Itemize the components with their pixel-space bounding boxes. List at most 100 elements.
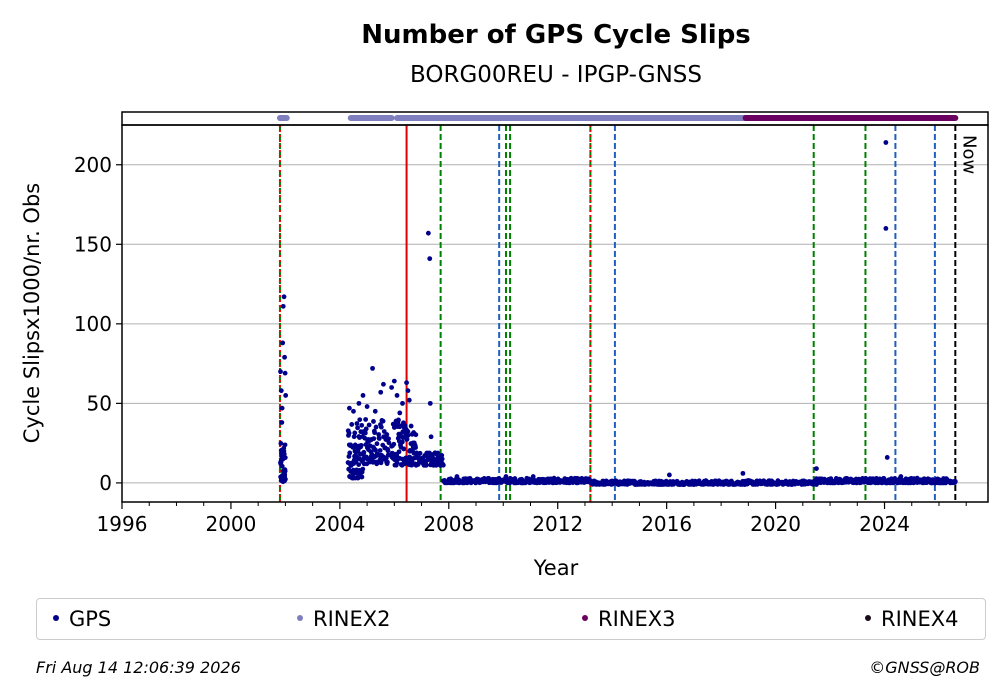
- gps-point: [363, 417, 369, 422]
- gps-point: [279, 405, 285, 411]
- gps-point: [396, 449, 402, 455]
- gps-point: [740, 470, 746, 476]
- y-tick-label: 50: [87, 391, 112, 415]
- legend-item-rinex3[interactable]: RINEX3: [582, 607, 676, 631]
- gps-point: [384, 432, 390, 437]
- gps-point: [385, 459, 390, 465]
- gps-point: [361, 449, 367, 455]
- gps-point: [385, 448, 391, 454]
- gps-point: [440, 462, 446, 468]
- gps-point: [370, 365, 375, 371]
- gps-point: [282, 476, 288, 482]
- gps-point: [403, 455, 409, 461]
- gps-point: [349, 422, 355, 427]
- gps-point: [428, 434, 434, 440]
- chart-title: Number of GPS Cycle Slips: [361, 20, 751, 50]
- gps-point: [359, 474, 365, 480]
- legend-label-rinex3: RINEX3: [598, 607, 676, 631]
- gps-point: [394, 460, 400, 466]
- x-tick-label: 2000: [205, 512, 256, 536]
- legend-label-rinex2: RINEX2: [313, 607, 391, 631]
- gps-point: [427, 256, 433, 262]
- gps-point: [360, 466, 366, 472]
- footer-timestamp: Fri Aug 14 12:06:39 2026: [36, 658, 241, 677]
- gps-point: [884, 455, 890, 460]
- chart-canvas: Number of GPS Cycle Slips BORG00REU - IP…: [20, 20, 989, 580]
- plot-frame: [121, 124, 989, 503]
- gps-point: [282, 442, 288, 448]
- gps-point: [898, 474, 904, 479]
- legend-marker-rinex2: [297, 615, 303, 621]
- gps-point: [381, 381, 386, 387]
- x-tick-label: 1996: [97, 512, 148, 536]
- gps-point: [371, 419, 376, 424]
- gps-point: [372, 430, 378, 436]
- gps-point: [346, 430, 352, 436]
- gps-point: [362, 430, 368, 436]
- gps-point: [352, 430, 358, 436]
- gps-point: [360, 393, 366, 398]
- gps-point: [371, 436, 377, 442]
- gps-point: [530, 474, 536, 479]
- legend-item-rinex4[interactable]: RINEX4: [865, 607, 959, 631]
- gps-point: [281, 451, 287, 457]
- gps-point: [454, 474, 460, 479]
- y-tick-label: 100: [74, 312, 112, 336]
- gps-point: [425, 230, 431, 236]
- gps-point: [280, 303, 286, 309]
- gps-point: [389, 385, 395, 390]
- legend-label-gps: GPS: [69, 607, 112, 631]
- legend-marker-gps: [53, 615, 59, 621]
- gps-point: [281, 294, 287, 300]
- gps-point: [351, 434, 357, 440]
- x-axis-label: Year: [533, 556, 579, 580]
- gps-point: [283, 393, 289, 398]
- gps-point: [391, 441, 397, 447]
- gps-point: [814, 466, 819, 471]
- gps-point: [346, 405, 352, 411]
- gps-point: [394, 393, 400, 398]
- gps-point: [417, 450, 423, 456]
- gps-point: [435, 450, 441, 456]
- gps-point: [883, 225, 889, 231]
- now-label: Now: [958, 135, 979, 174]
- gps-point: [413, 432, 419, 438]
- gps-point: [278, 369, 283, 374]
- gps-point: [883, 140, 889, 145]
- x-tick-label: 2016: [641, 512, 692, 536]
- x-tick-label: 2020: [750, 512, 801, 536]
- gps-point: [408, 423, 414, 429]
- gps-point: [378, 424, 384, 430]
- gps-point: [380, 418, 386, 424]
- gps-point: [363, 426, 369, 432]
- plot-area: 0 50 100 150 200 1996 2000 2004 2008 2012 2016 2020…: [74, 111, 989, 536]
- gps-point: [400, 400, 405, 406]
- legend-marker-rinex3: [582, 615, 588, 621]
- gps-point: [376, 432, 382, 437]
- y-tick-label: 0: [99, 471, 112, 495]
- chart-subtitle: BORG00REU - IPGP-GNSS: [410, 62, 702, 88]
- gps-point: [404, 436, 410, 442]
- gps-point: [400, 435, 406, 440]
- gps-point: [279, 463, 285, 469]
- gps-point: [354, 421, 360, 426]
- legend-item-gps[interactable]: GPS: [53, 607, 111, 631]
- legend: GPS RINEX2 RINEX3 RINEX4: [36, 598, 986, 640]
- x-tick-label: 2004: [314, 512, 365, 536]
- gps-point: [378, 389, 384, 395]
- gps-point: [279, 420, 285, 425]
- gps-point: [401, 446, 407, 452]
- gps-point: [427, 400, 433, 406]
- gps-point: [366, 422, 372, 428]
- gps-point: [396, 417, 401, 423]
- gps-point: [952, 479, 958, 484]
- gps-point: [364, 404, 370, 409]
- y-tick-label: 150: [74, 232, 112, 256]
- gps-point: [386, 436, 391, 442]
- gps-point: [503, 474, 509, 479]
- gps-point: [406, 397, 412, 403]
- gps-point: [439, 456, 445, 462]
- gps-point: [282, 468, 288, 474]
- gps-point: [358, 443, 364, 448]
- legend-item-rinex2[interactable]: RINEX2: [297, 607, 391, 631]
